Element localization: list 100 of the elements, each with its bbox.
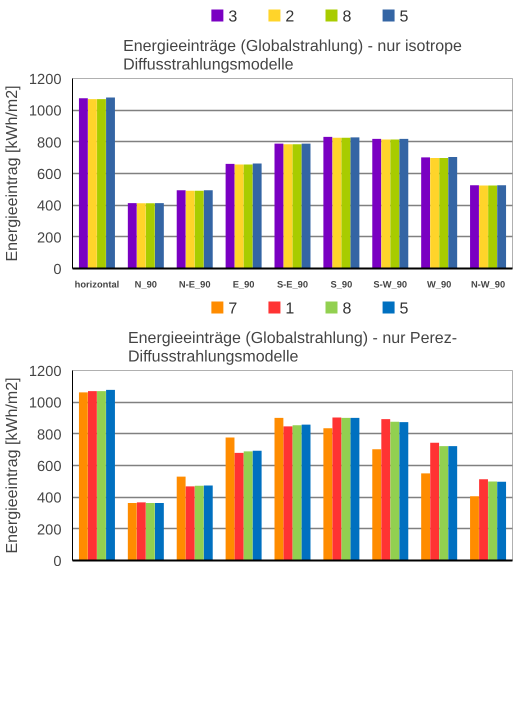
y-tick-label: 0 (53, 262, 62, 278)
bar (497, 185, 506, 268)
bar (332, 138, 342, 268)
y-tick-label: 200 (37, 230, 62, 246)
bar (448, 446, 458, 560)
bar (302, 424, 310, 560)
bar (284, 144, 292, 268)
x-tick-label: S_90 (330, 280, 352, 290)
bar (390, 422, 400, 560)
bar (186, 486, 195, 560)
bar (274, 144, 284, 268)
legend-label: 5 (400, 300, 409, 318)
y-tick-label: 400 (37, 198, 62, 215)
bar (88, 99, 97, 268)
bar (323, 428, 332, 560)
x-tick-label: S-E_90 (276, 280, 308, 290)
bar (284, 426, 292, 560)
bar (332, 418, 342, 560)
y-tick-label: 1000 (28, 396, 62, 412)
bar (470, 496, 479, 560)
y-tick-label: 0 (53, 554, 62, 570)
bar (390, 139, 400, 268)
bar (350, 418, 360, 560)
bar (488, 186, 498, 268)
bar (448, 157, 458, 268)
bar (341, 138, 350, 268)
x-tick-label: S-W_90 (373, 280, 408, 290)
bar (154, 503, 164, 560)
x-tick-label: horizontal (74, 280, 120, 290)
bar (421, 157, 430, 268)
bar (154, 203, 164, 268)
bar (479, 186, 488, 268)
bar (399, 138, 408, 268)
bar (136, 502, 146, 560)
bar (97, 391, 106, 560)
legend-label: 8 (342, 300, 352, 318)
bar (292, 425, 302, 560)
bar (146, 203, 155, 268)
bar (381, 419, 390, 560)
y-tick-label: 800 (37, 135, 62, 152)
bar (106, 98, 115, 268)
bar (176, 476, 186, 560)
y-axis-title: Energieeintrag [kWh/m2] (4, 85, 21, 262)
y-tick-label: 1200 (28, 72, 62, 88)
bar (470, 185, 479, 268)
bar (488, 481, 498, 560)
bar (479, 479, 488, 560)
bar (234, 452, 244, 560)
chart-title: Energieeinträge (Globalstrahlung) - nur isotrope Diffusstrahlungsmodelle (123, 38, 462, 74)
x-tick-label: W_90 (426, 280, 452, 290)
bar (194, 486, 204, 560)
y-tick-label: 200 (37, 522, 62, 538)
bar (226, 164, 234, 268)
bar (372, 138, 382, 268)
bar (274, 418, 284, 560)
bar (194, 190, 204, 268)
bar (399, 422, 408, 560)
x-tick-label: N_90 (134, 280, 157, 290)
bar (106, 390, 115, 560)
bar (234, 164, 244, 268)
y-tick-label: 1000 (28, 104, 62, 120)
bar (341, 418, 350, 560)
chart-title: Energieeinträge (Globalstrahlung) - nur Perez- Diffusstrahlungsmodelle (128, 330, 458, 366)
bar (372, 449, 382, 560)
y-tick-label: 1200 (28, 364, 62, 380)
x-tick-label: N-W_90 (470, 280, 506, 290)
legend-label: 1 (285, 300, 294, 318)
bar (78, 392, 88, 560)
bar (381, 139, 390, 268)
bar (244, 164, 253, 268)
bar (421, 473, 430, 560)
bar (97, 99, 106, 268)
x-tick-label: N-E_90 (178, 280, 211, 290)
bar (252, 450, 262, 560)
bar (430, 158, 440, 268)
legend-label: 2 (285, 8, 294, 26)
bar (204, 485, 213, 560)
bar (292, 144, 302, 268)
legend-label: 3 (228, 8, 238, 26)
bar (439, 158, 448, 268)
legend-label: 8 (342, 8, 352, 26)
bar (497, 482, 506, 560)
legend-label: 5 (400, 8, 409, 26)
y-axis-title: Energieeintrag [kWh/m2] (4, 377, 21, 554)
bar (88, 391, 97, 560)
y-tick-label: 600 (37, 459, 62, 475)
bar (252, 164, 262, 268)
y-tick-label: 600 (37, 167, 62, 183)
bar (128, 203, 137, 268)
bar (350, 137, 360, 268)
bar (439, 446, 448, 560)
bar (136, 203, 146, 268)
bar (78, 98, 88, 268)
bar (186, 190, 195, 268)
bar (323, 136, 332, 268)
y-tick-label: 400 (37, 490, 62, 507)
bar (226, 437, 234, 560)
bar (302, 144, 310, 268)
bar (430, 442, 440, 560)
bar (244, 451, 253, 560)
